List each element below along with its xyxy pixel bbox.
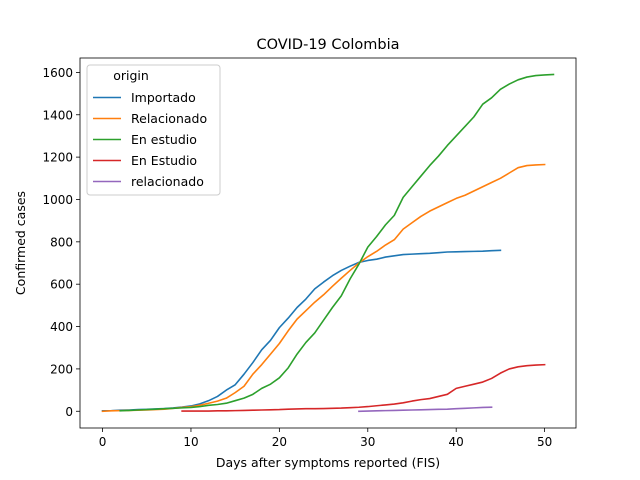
y-tick-label: 1000 — [42, 193, 73, 207]
legend: origin Importado Relacionado En estudio En … — [86, 64, 221, 196]
series-line-en-estudio — [181, 363, 546, 412]
legend-label: En Estudio — [131, 153, 197, 168]
chart-title: COVID-19 Colombia — [256, 37, 399, 53]
axes-frame — [79, 57, 577, 429]
x-tick-label: 10 — [183, 435, 198, 449]
y-tick-label: 600 — [50, 278, 73, 292]
plot-area — [101, 73, 555, 413]
y-tick-label: 800 — [50, 235, 73, 249]
y-tick-label: 1600 — [42, 66, 73, 80]
y-axis-ticks: 0 200 400 600 800 1000 1200 1400 1600 — [42, 66, 80, 419]
x-tick-label: 30 — [360, 435, 375, 449]
y-tick-label: 1400 — [42, 108, 73, 122]
legend-title: origin — [113, 68, 149, 83]
legend-label: Relacionado — [131, 111, 207, 126]
x-axis-label: Days after symptoms reported (FIS) — [216, 455, 440, 470]
x-tick-label: 50 — [537, 435, 552, 449]
x-tick-label: 0 — [99, 435, 107, 449]
legend-label: En estudio — [131, 132, 197, 147]
y-tick-label: 400 — [50, 320, 73, 334]
x-tick-label: 20 — [272, 435, 287, 449]
x-tick-label: 40 — [449, 435, 464, 449]
legend-label: Importado — [131, 90, 196, 105]
series-line-relacionado — [358, 406, 493, 413]
x-axis-ticks: 0 10 20 30 40 50 — [99, 428, 552, 449]
y-tick-label: 200 — [50, 362, 73, 376]
y-tick-label: 1200 — [42, 151, 73, 165]
y-tick-label: 0 — [65, 405, 73, 419]
y-axis-label: Confirmed cases — [13, 191, 28, 295]
legend-label: relacionado — [131, 174, 204, 189]
series-line-en-estudio — [119, 73, 555, 412]
